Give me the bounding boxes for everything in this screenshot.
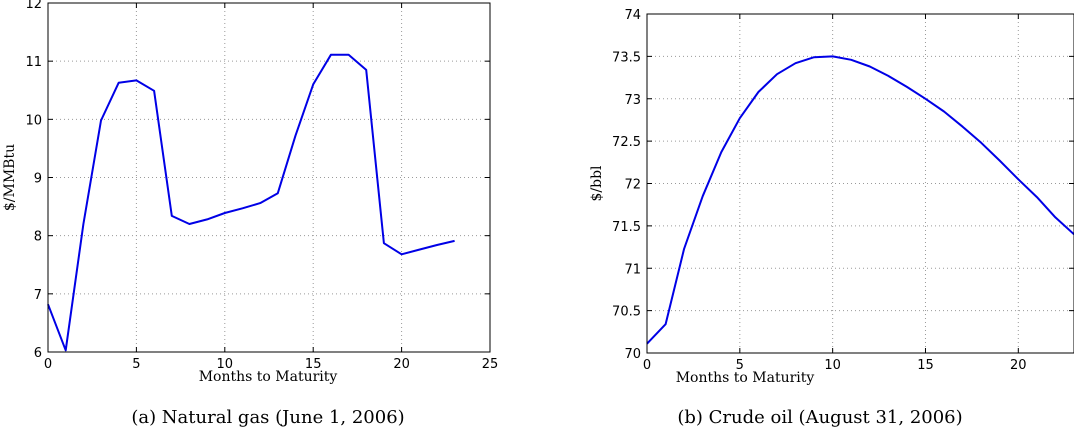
crude-oil-y-tick-label: 71 <box>624 262 641 277</box>
crude-oil-x-tick-label: 15 <box>917 358 934 373</box>
natural-gas-series-line <box>48 55 455 351</box>
natural-gas-y-tick-label: 9 <box>34 172 42 187</box>
crude-oil-y-axis-label: $/bbl <box>589 165 605 202</box>
crude-oil-y-tick-label: 73 <box>624 93 641 108</box>
natural-gas-y-tick-label: 7 <box>34 288 42 303</box>
crude-oil-x-tick-label: 20 <box>1010 358 1027 373</box>
crude-oil-series-line <box>647 56 1074 343</box>
crude-oil-caption: (b) Crude oil (August 31, 2006) <box>677 407 962 428</box>
crude-oil-y-tick-label: 73.5 <box>612 50 641 65</box>
crude-oil-y-tick-label: 74 <box>624 8 641 23</box>
crude-oil-x-axis-label: Months to Maturity <box>676 370 815 386</box>
natural-gas-x-tick-label: 20 <box>393 357 410 372</box>
natural-gas-y-tick-label: 11 <box>25 55 42 70</box>
natural-gas-y-tick-label: 8 <box>34 230 42 245</box>
natural-gas-y-tick-label: 12 <box>25 0 42 12</box>
natural-gas-x-tick-label: 25 <box>482 357 499 372</box>
crude-oil-series <box>647 56 1074 343</box>
crude-oil-y-tick-label: 71.5 <box>612 220 641 235</box>
crude-oil-x-tick-label: 0 <box>643 358 651 373</box>
natural-gas-x-tick-label: 5 <box>132 357 140 372</box>
natural-gas-y-tick-label: 10 <box>25 113 42 128</box>
natural-gas-x-axis-label: Months to Maturity <box>199 369 338 385</box>
natural-gas-series <box>48 55 455 351</box>
natural-gas-y-axis-label: $/MMBtu <box>2 144 18 211</box>
crude-oil-y-tick-label: 72 <box>624 178 641 193</box>
crude-oil-y-tick-label: 72.5 <box>612 135 641 150</box>
crude-oil-y-tick-label: 70.5 <box>612 305 641 320</box>
natural-gas-grid <box>48 3 490 352</box>
crude-oil-x-tick-label: 10 <box>824 358 841 373</box>
crude-oil-grid <box>647 14 1074 353</box>
natural-gas-caption: (a) Natural gas (June 1, 2006) <box>131 407 404 428</box>
natural-gas-x-tick-label: 0 <box>44 357 52 372</box>
crude-oil-y-tick-label: 70 <box>624 347 641 362</box>
natural-gas-y-tick-label: 6 <box>34 346 42 361</box>
